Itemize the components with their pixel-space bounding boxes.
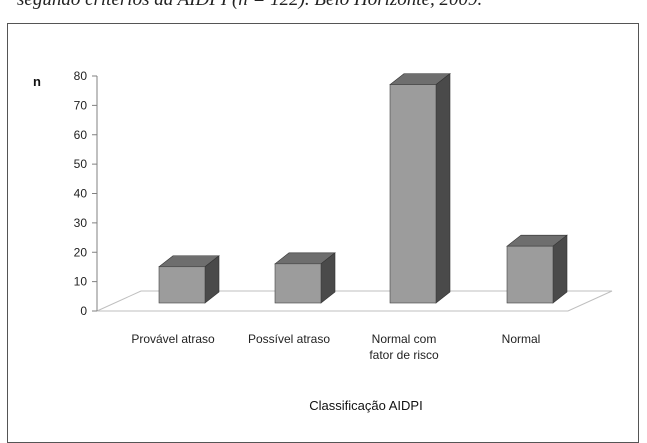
bar-side-face — [552, 234, 568, 304]
chart-frame — [7, 23, 639, 443]
chart-floor — [96, 290, 613, 312]
y-tick-label: 40 — [74, 187, 88, 201]
y-tick-label: 80 — [74, 69, 88, 83]
y-axis-layer: 0 10 20 30 40 50 60 70 80 — [74, 69, 98, 318]
bar — [158, 255, 220, 304]
bar-front-face — [158, 266, 206, 304]
y-axis-title: n — [33, 74, 41, 89]
bar — [506, 234, 568, 304]
figure-caption: segundo critérios da AIDPI (n = 122). Be… — [0, 0, 647, 11]
bar — [274, 252, 336, 304]
x-category-label: Provável atraso — [131, 332, 215, 346]
bars-layer — [158, 73, 568, 304]
y-tick-label: 0 — [80, 304, 87, 318]
y-tick-label: 50 — [74, 157, 88, 171]
bar-front-face — [274, 263, 322, 304]
category-labels-layer: Provável atraso Possível atraso Normal com… — [131, 332, 540, 362]
chart-floor-layer — [96, 290, 613, 312]
bar-side-face — [435, 73, 451, 304]
y-tick-label: 30 — [74, 216, 88, 230]
x-category-label: Possível atraso — [248, 332, 330, 346]
y-tick-label: 10 — [74, 275, 88, 289]
bar-chart: n Classificação AIDPI 01020304050607080 … — [33, 69, 613, 413]
y-tick-label: 70 — [74, 98, 88, 112]
x-category-label: Normal com fator de risco — [369, 332, 439, 362]
y-tick-label: 60 — [74, 128, 88, 142]
bar-front-face — [506, 245, 554, 304]
y-tick-label: 20 — [74, 245, 88, 259]
x-category-label: Normal — [502, 332, 541, 346]
x-axis-title: Classificação AIDPI — [309, 398, 422, 413]
bar — [389, 73, 451, 304]
bar-front-face — [389, 84, 437, 304]
